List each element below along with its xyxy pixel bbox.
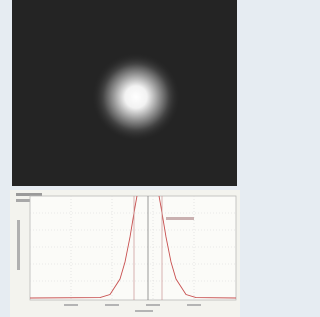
screenshot [0, 0, 249, 317]
page: (() => { const data = JSON.parse(documen… [0, 0, 249, 317]
annotation-text [166, 217, 194, 220]
plot-area [30, 196, 236, 300]
y-axis-text [17, 220, 20, 270]
light-spot [92, 53, 180, 141]
legend-text [16, 193, 42, 196]
